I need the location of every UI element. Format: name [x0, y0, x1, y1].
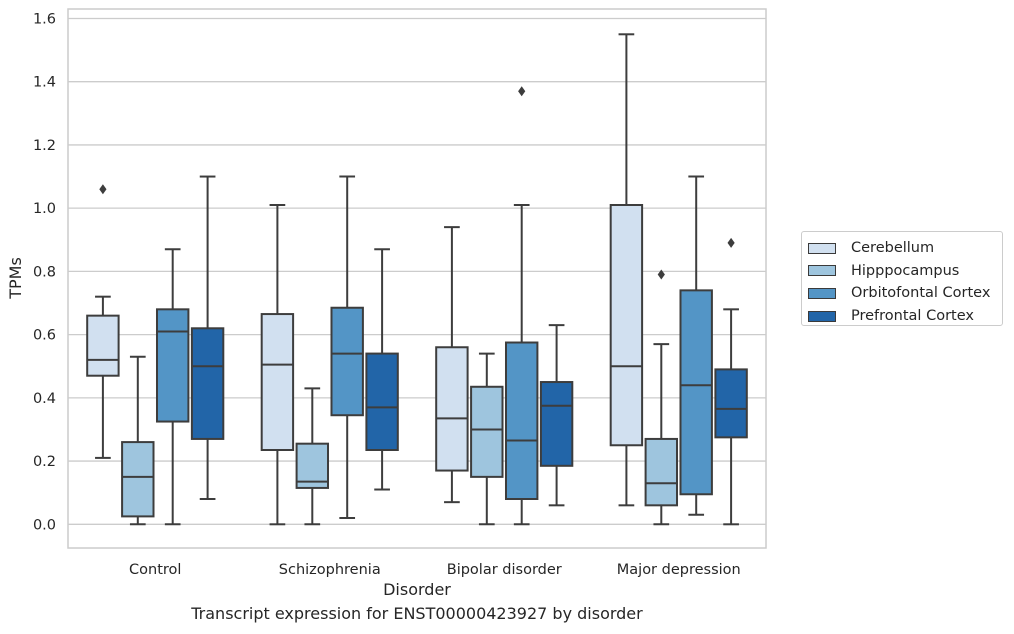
box-group — [330, 175, 364, 519]
y-tick-label: 0.8 — [33, 264, 56, 280]
y-tick-label: 0.2 — [33, 454, 56, 470]
y-tick-label: 0.6 — [33, 328, 56, 344]
box — [644, 437, 679, 507]
legend-swatch — [808, 310, 836, 322]
box — [295, 442, 330, 489]
box — [365, 352, 399, 452]
legend-label: Cerebellum — [851, 240, 935, 257]
outlier-point — [518, 86, 526, 97]
boxes — [86, 33, 748, 526]
y-tick-label: 1.6 — [33, 11, 56, 27]
legend-label: Hipppocampus — [851, 262, 960, 279]
y-tick-label: 1.2 — [33, 138, 56, 154]
x-tick-label: Bipolar disorder — [447, 562, 562, 578]
box — [155, 308, 190, 423]
box-group — [86, 184, 120, 459]
legend-item: Hipppocampus — [808, 260, 1002, 283]
x-axis-label: Disorder — [383, 580, 451, 599]
box-group — [121, 355, 155, 526]
box-group — [435, 226, 469, 504]
legend-item: Orbitofontal Cortex — [808, 282, 1002, 305]
y-tick-label: 0.4 — [33, 391, 56, 407]
box-group — [295, 387, 330, 526]
legend-item: Cerebellum — [808, 237, 1002, 260]
x-tick-label: Control — [129, 562, 181, 578]
y-axis-label: TPMs — [6, 257, 25, 300]
box-group — [679, 175, 713, 516]
box-group — [539, 324, 574, 507]
legend: Cerebellum Hipppocampus Orbitofontal Cor… — [801, 231, 1003, 326]
legend-label: Orbitofontal Cortex — [851, 285, 991, 302]
legend-swatch — [808, 242, 836, 254]
outlier-point — [727, 237, 735, 248]
box — [86, 314, 120, 377]
box — [470, 385, 504, 478]
box-group — [155, 248, 190, 526]
box-group — [644, 269, 679, 526]
box — [679, 289, 713, 496]
chart-caption: Transcript expression for ENST0000042392… — [191, 604, 643, 623]
box-group — [260, 204, 295, 526]
box — [504, 341, 539, 501]
box — [190, 327, 225, 440]
box — [539, 381, 574, 467]
box — [714, 368, 748, 439]
y-tick-label: 0.0 — [33, 517, 56, 533]
legend-swatch — [808, 287, 836, 299]
x-tick-label: Schizophrenia — [279, 562, 381, 578]
plot-frame — [67, 8, 767, 549]
y-tick-labels: 0.0 0.2 0.4 0.6 0.8 1.0 1.2 1.4 1.6 — [33, 11, 56, 533]
legend-item: Prefrontal Cortex — [808, 305, 1002, 328]
box — [260, 313, 295, 451]
y-tick-label: 1.4 — [33, 75, 56, 91]
legend-swatch — [808, 265, 836, 277]
x-tick-label: Major depression — [617, 562, 741, 578]
box-group — [504, 86, 539, 526]
x-tick-labels: Control Schizophrenia Bipolar disorder Majo… — [129, 562, 741, 578]
box-group — [714, 237, 748, 526]
box-group — [609, 33, 644, 507]
box — [330, 306, 364, 417]
box-group — [365, 248, 399, 491]
box — [435, 346, 469, 472]
legend-label: Prefrontal Cortex — [851, 308, 974, 325]
y-tick-label: 1.0 — [33, 201, 56, 217]
outlier-point — [657, 269, 665, 280]
outlier-point — [99, 184, 107, 195]
box-group — [470, 352, 504, 526]
box — [609, 204, 644, 447]
box — [121, 441, 155, 518]
box-group — [190, 175, 225, 500]
